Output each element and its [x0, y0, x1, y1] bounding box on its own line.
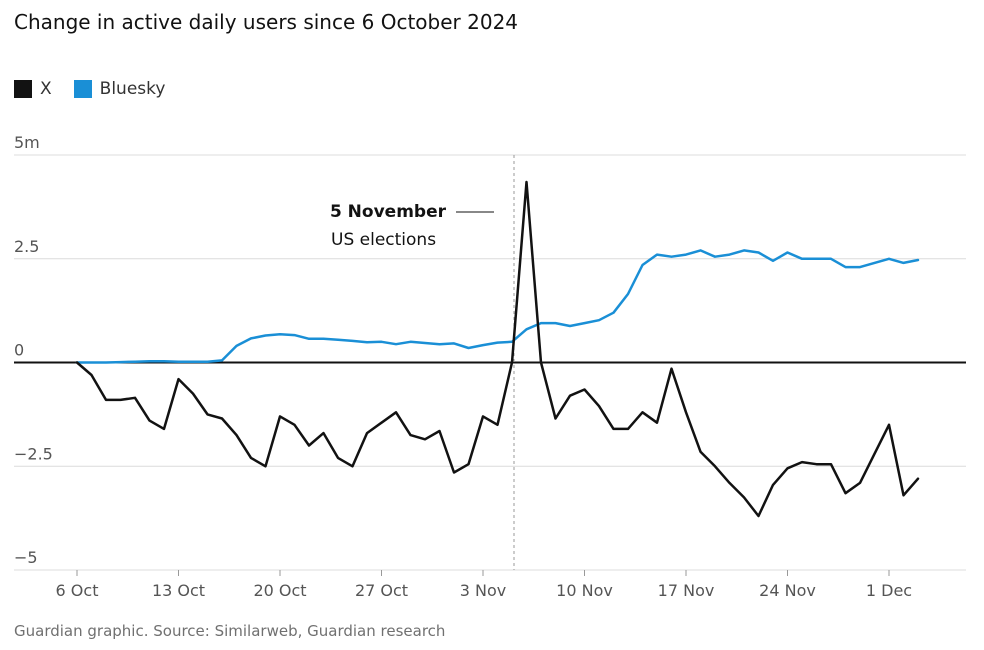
annotation-label-event: US elections	[331, 230, 436, 250]
source-note: Guardian graphic. Source: Similarweb, Gu…	[14, 622, 446, 640]
legend-item-bluesky: Bluesky	[73, 79, 166, 99]
series-line-bluesky	[75, 249, 920, 364]
x-tick-label: 27 Oct	[355, 581, 408, 600]
y-tick-label: 5m	[14, 133, 40, 152]
annotation-label-date: 5 November	[330, 202, 447, 222]
series-line-x	[75, 180, 920, 518]
x-tick-label: 20 Oct	[253, 581, 306, 600]
legend-item-x: X	[14, 79, 52, 99]
x-tick-label: 10 Nov	[556, 581, 613, 600]
x-tick-label: 13 Oct	[152, 581, 205, 600]
y-tick-label: 0	[14, 341, 24, 360]
legend-swatch-bluesky	[73, 80, 92, 98]
legend: X Bluesky	[14, 79, 187, 99]
x-tick-label: 3 Nov	[460, 581, 507, 600]
chart-title: Change in active daily users since 6 Oct…	[14, 10, 519, 34]
legend-label-x: X	[40, 79, 52, 99]
x-tick-label: 17 Nov	[658, 581, 715, 600]
legend-label-bluesky: Bluesky	[99, 79, 166, 99]
y-tick-label: 2.5	[14, 237, 39, 256]
x-tick-label: 6 Oct	[56, 581, 99, 600]
y-tick-label: −2.5	[14, 444, 53, 463]
x-tick-label: 1 Dec	[866, 581, 912, 600]
x-tick-label: 24 Nov	[759, 581, 816, 600]
y-tick-label: −5	[14, 548, 38, 567]
legend-swatch-x	[14, 80, 32, 98]
